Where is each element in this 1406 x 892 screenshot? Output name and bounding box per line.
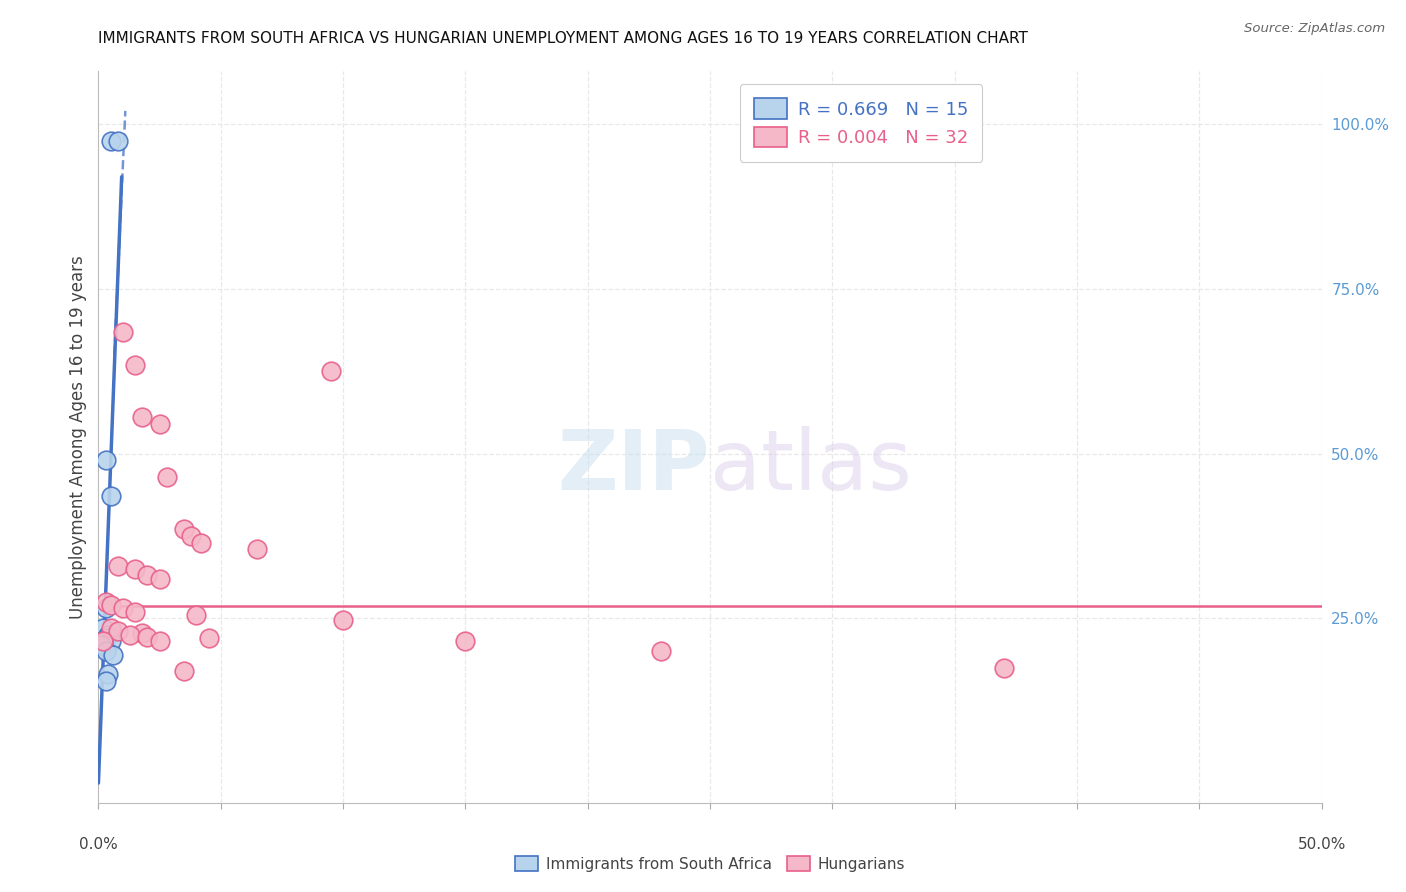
Point bbox=[107, 624, 129, 639]
Point bbox=[94, 601, 117, 615]
Point bbox=[111, 601, 134, 615]
Point bbox=[993, 661, 1015, 675]
Point bbox=[136, 568, 159, 582]
Point bbox=[91, 621, 114, 635]
Point bbox=[319, 364, 342, 378]
Point bbox=[131, 410, 153, 425]
Point bbox=[107, 134, 129, 148]
Point bbox=[124, 358, 146, 372]
Point bbox=[136, 630, 159, 644]
Point bbox=[190, 535, 212, 549]
Point bbox=[90, 638, 112, 652]
Point bbox=[173, 664, 195, 678]
Point bbox=[180, 529, 202, 543]
Point bbox=[94, 631, 117, 645]
Point bbox=[131, 625, 153, 640]
Point bbox=[100, 621, 122, 635]
Point bbox=[124, 562, 146, 576]
Point bbox=[94, 453, 117, 467]
Point bbox=[94, 644, 117, 658]
Point bbox=[91, 634, 114, 648]
Point bbox=[101, 648, 124, 662]
Point bbox=[107, 558, 129, 573]
Text: ZIP: ZIP bbox=[558, 425, 710, 507]
Point bbox=[332, 613, 354, 627]
Point bbox=[100, 489, 122, 503]
Point bbox=[91, 634, 114, 648]
Point bbox=[650, 644, 672, 658]
Point bbox=[186, 607, 208, 622]
Point bbox=[97, 667, 120, 681]
Point bbox=[120, 628, 142, 642]
Legend: R = 0.669   N = 15, R = 0.004   N = 32: R = 0.669 N = 15, R = 0.004 N = 32 bbox=[740, 84, 983, 161]
Text: atlas: atlas bbox=[710, 425, 911, 507]
Point bbox=[100, 598, 122, 612]
Point bbox=[454, 634, 477, 648]
Point bbox=[100, 134, 122, 148]
Point bbox=[94, 595, 117, 609]
Point bbox=[111, 325, 134, 339]
Point bbox=[156, 469, 179, 483]
Text: Source: ZipAtlas.com: Source: ZipAtlas.com bbox=[1244, 22, 1385, 36]
Point bbox=[197, 631, 219, 645]
Point bbox=[124, 605, 146, 619]
Point bbox=[149, 572, 172, 586]
Point bbox=[149, 417, 172, 431]
Text: 50.0%: 50.0% bbox=[1298, 837, 1346, 852]
Point bbox=[100, 634, 122, 648]
Point bbox=[97, 628, 120, 642]
Y-axis label: Unemployment Among Ages 16 to 19 years: Unemployment Among Ages 16 to 19 years bbox=[69, 255, 87, 619]
Text: 0.0%: 0.0% bbox=[79, 837, 118, 852]
Point bbox=[173, 522, 195, 536]
Text: IMMIGRANTS FROM SOUTH AFRICA VS HUNGARIAN UNEMPLOYMENT AMONG AGES 16 TO 19 YEARS: IMMIGRANTS FROM SOUTH AFRICA VS HUNGARIA… bbox=[98, 31, 1028, 46]
Point bbox=[246, 542, 269, 557]
Point bbox=[149, 634, 172, 648]
Point bbox=[94, 673, 117, 688]
